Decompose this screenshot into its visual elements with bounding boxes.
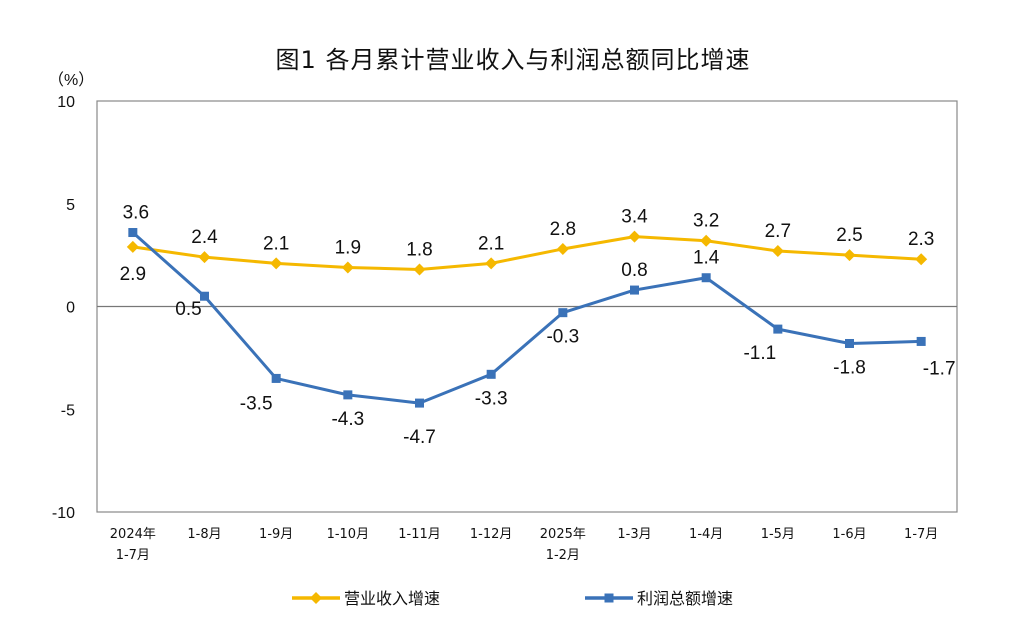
series-line [132,235,922,272]
x-tick-label: 2025年 [540,527,586,542]
data-point-marker [486,369,496,379]
data-point-marker [270,257,283,270]
x-tick-label: 1-9月 [259,527,293,542]
data-point-marker [128,228,138,238]
data-point-marker [558,308,568,318]
data-label: -1.1 [743,343,776,364]
data-label: 2.7 [765,221,791,242]
data-point-marker [771,245,784,258]
x-tick-label: 1-12月 [470,527,513,542]
data-point-marker [126,240,139,253]
y-tick-label: 0 [66,300,75,317]
data-label: 3.6 [123,203,149,224]
x-tick-label: 1-8月 [187,527,221,542]
data-point-marker [773,324,783,334]
y-tick-label: 10 [57,94,75,111]
data-label: 2.9 [120,264,146,285]
data-point-marker [628,230,641,243]
x-tick-label: 1-7月 [904,527,938,542]
data-point-marker [485,257,498,270]
data-point-marker [916,336,926,346]
y-tick-label: -5 [61,402,75,419]
data-label: 2.1 [478,233,504,254]
data-point-marker [415,398,424,408]
data-point-marker [413,263,426,276]
y-axis-unit-label: （%） [48,71,94,89]
data-label: 3.2 [693,211,719,232]
data-point-marker [343,390,353,400]
data-label: 1.4 [693,248,720,269]
data-label: 2.8 [550,219,576,240]
data-label: -0.3 [546,327,579,348]
data-label: 2.5 [836,225,862,246]
data-label: 3.4 [621,207,648,228]
data-point-marker [341,261,354,274]
data-label: -4.7 [403,427,436,448]
legend-marker [310,592,322,604]
data-label: -1.7 [923,358,956,379]
data-label: -3.5 [240,393,273,414]
data-label: 2.4 [191,227,218,248]
data-point-marker [845,338,854,348]
data-point-marker [556,242,569,255]
data-point-marker [198,251,211,264]
data-point-marker [630,285,639,295]
data-point-marker [700,234,713,247]
data-label: 1.8 [406,240,432,261]
data-point-marker [701,273,711,283]
data-label: 2.1 [263,233,289,254]
x-tick-label: 1-5月 [761,527,795,542]
data-label: 0.8 [621,260,647,281]
series-line [131,231,922,405]
chart-title: 图1 各月累计营业收入与利润总额同比增速 [275,46,751,74]
data-label: 2.3 [908,229,934,250]
data-point-marker [843,249,856,262]
data-label: 1.9 [335,237,361,258]
data-label: -3.3 [475,388,508,409]
data-point-marker [271,373,281,383]
x-tick-label: 1-4月 [689,527,723,542]
legend-label: 营业收入增速 [344,589,440,608]
y-tick-label: -10 [52,505,75,522]
data-label: -4.3 [331,409,364,430]
x-tick-label: 1-6月 [832,527,866,542]
x-tick-label: 2024年 [110,527,156,542]
legend-label: 利润总额增速 [637,589,733,608]
legend-marker [604,593,614,603]
data-label: -1.8 [833,357,866,378]
data-point-marker [915,253,928,266]
x-tick-label: 1-7月 [116,548,150,563]
x-tick-label: 1-3月 [617,527,651,542]
data-point-marker [200,291,209,301]
x-tick-label: 1-11月 [398,527,441,542]
x-tick-label: 1-2月 [546,548,580,563]
data-label: 0.5 [175,299,201,320]
x-tick-label: 1-10月 [327,527,370,542]
y-tick-label: 5 [66,197,75,214]
